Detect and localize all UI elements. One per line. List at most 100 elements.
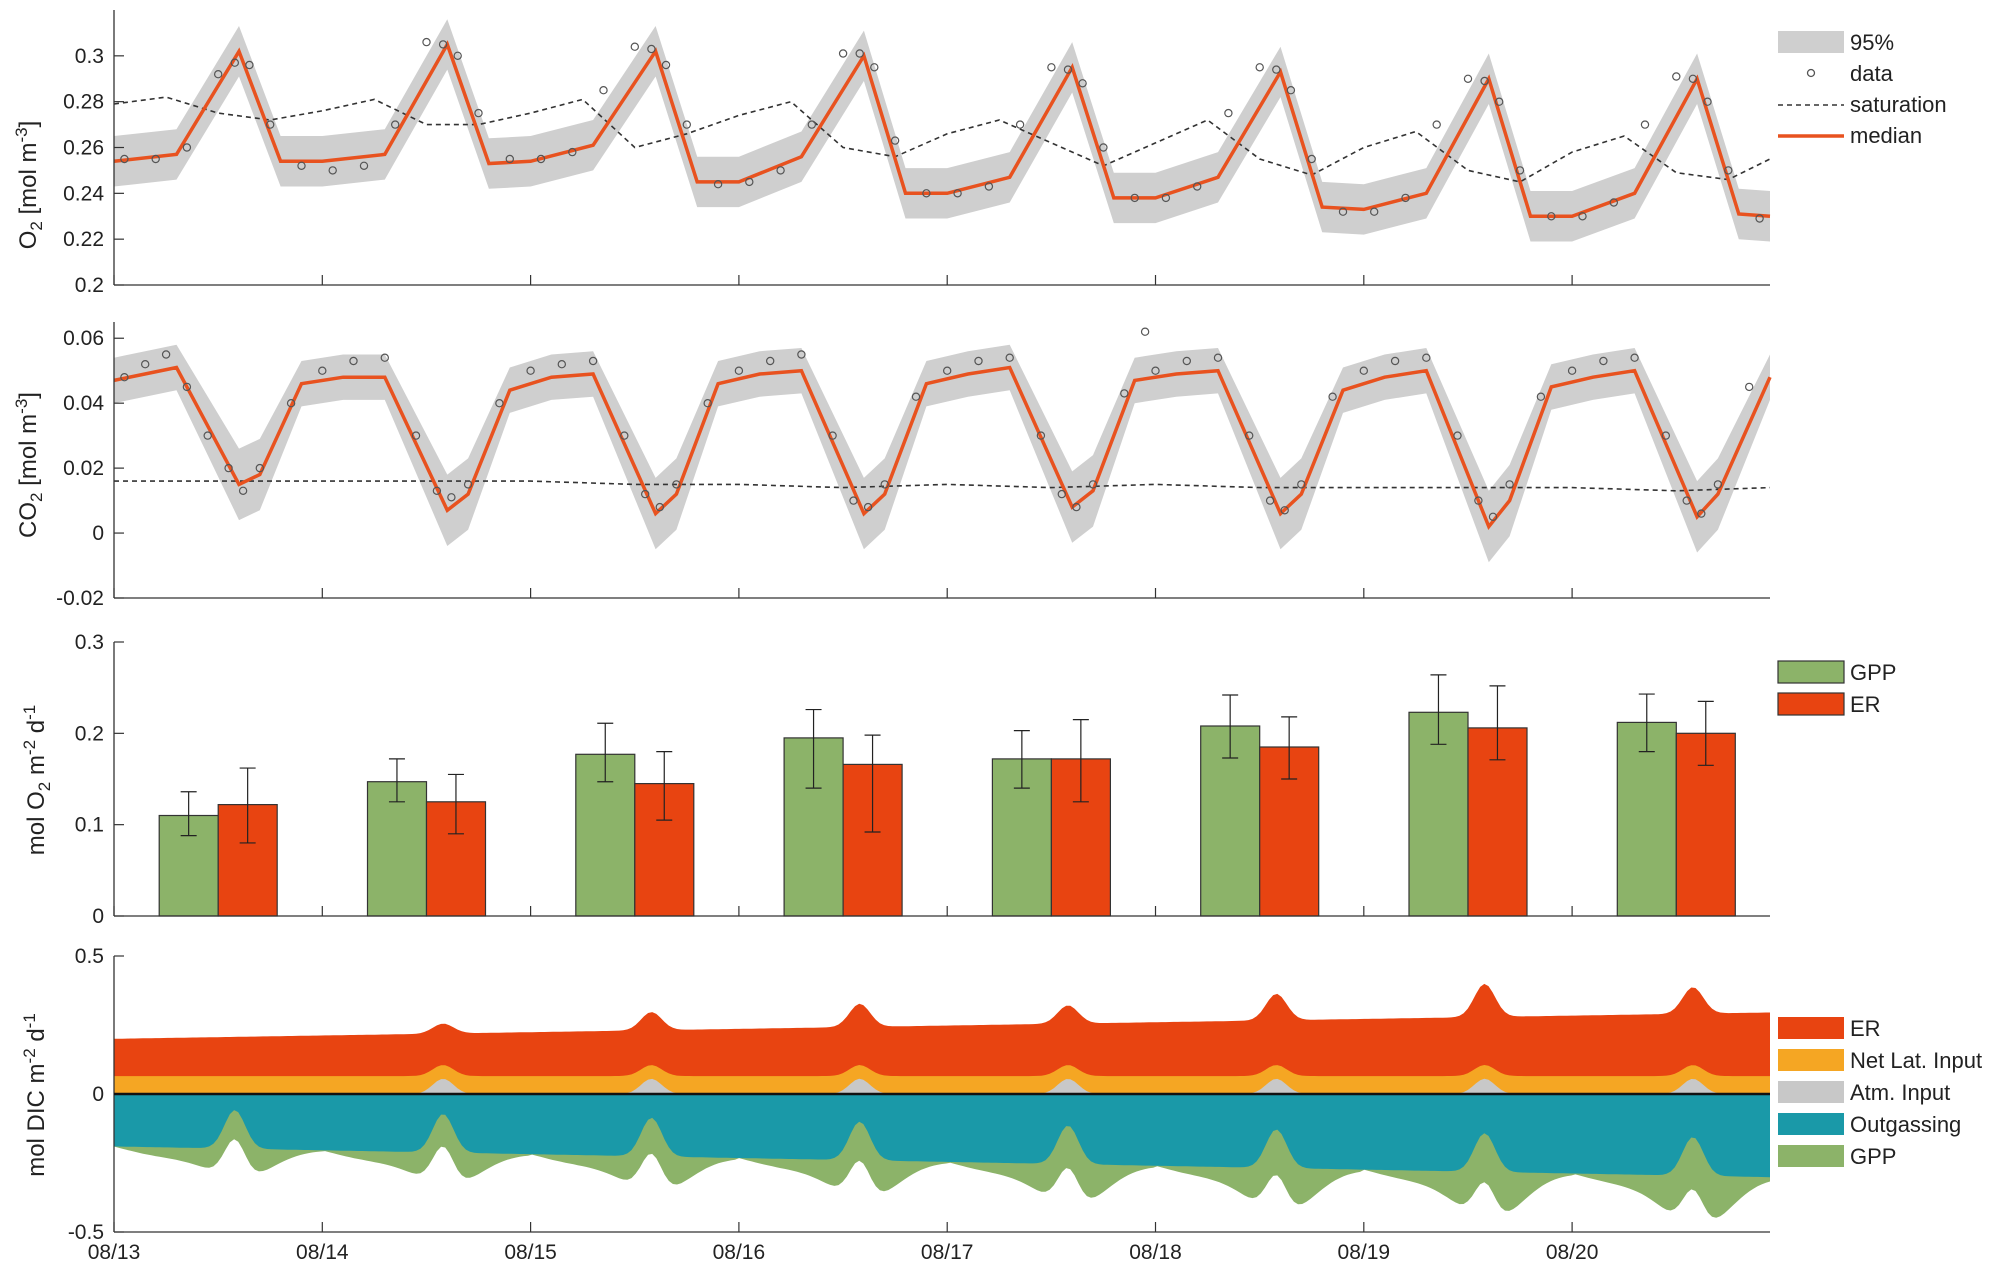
o2-data-point xyxy=(266,120,275,129)
metabolism-bars xyxy=(158,674,1736,917)
o2-data-point xyxy=(1640,120,1650,129)
co2-data-point xyxy=(1713,480,1723,489)
legend-er-label: ER xyxy=(1850,692,1881,717)
dic-er-area xyxy=(114,983,1770,1094)
co2-data-point xyxy=(588,356,598,366)
o2-data-point xyxy=(359,161,369,170)
co2-data-point xyxy=(734,366,744,375)
co2-data-point xyxy=(1359,366,1369,375)
o2-data-point xyxy=(922,189,931,198)
o2-data-point xyxy=(838,49,848,58)
o2-data-point xyxy=(745,177,754,187)
legend-dic-gpp-label: GPP xyxy=(1850,1144,1896,1169)
gpp-bar xyxy=(1616,721,1677,917)
o2-data-point xyxy=(536,154,546,164)
o2-data-point xyxy=(1463,74,1473,84)
dic-y-tick-label: 0 xyxy=(92,1083,104,1106)
co2-median-line xyxy=(113,365,1772,531)
co2-y-axis-label: CO2 [mol m-3] xyxy=(12,392,46,538)
co2-data-point xyxy=(1505,480,1514,489)
co2-data-point xyxy=(1682,496,1691,505)
o2-data-point xyxy=(1047,63,1056,72)
co2-y-tick-label: -0.02 xyxy=(56,587,104,610)
co2-data-point xyxy=(641,489,650,499)
co2-y-tick-label: 0 xyxy=(92,522,104,545)
gpp-bar xyxy=(366,781,428,917)
co2-data-point xyxy=(974,356,983,366)
co2-data-point xyxy=(182,382,192,392)
o2-95pct-band xyxy=(114,19,1770,242)
co2-data-point xyxy=(1213,353,1223,362)
o2-data-point xyxy=(855,49,864,58)
o2-axes: 0.2 0.22 0.24 0.26 0.28 0.3 xyxy=(63,10,1770,297)
o2-y-tick-label: 0.2 xyxy=(75,274,104,297)
dic-atm-input-area xyxy=(114,1078,1770,1094)
dic-x-tick-label: 08/14 xyxy=(296,1241,349,1264)
co2-y-tick-label: 0.06 xyxy=(63,327,104,350)
o2-data-point xyxy=(1192,182,1202,191)
legend-saturation-label: saturation xyxy=(1850,92,1947,117)
o2-data-point xyxy=(1286,85,1296,95)
co2-data-point xyxy=(620,431,629,440)
co2-y-tick-label: 0.04 xyxy=(63,392,104,415)
co2-data-point xyxy=(557,360,567,369)
dic-y-axis-label: mol DIC m-2 d-1 xyxy=(20,1013,50,1177)
o2-data-point xyxy=(1338,207,1348,216)
o2-data-point xyxy=(713,179,723,189)
co2-data-point xyxy=(1265,496,1275,505)
o2-data-point xyxy=(1224,108,1233,118)
metabolism-y-tick-label: 0.2 xyxy=(75,722,104,745)
legend-dic-gpp-swatch xyxy=(1778,1145,1844,1167)
co2-data-point xyxy=(161,350,171,359)
o2-data-point xyxy=(568,147,577,157)
co2-95pct-band xyxy=(114,344,1770,563)
co2-data-point xyxy=(1036,431,1046,440)
o2-data-point xyxy=(182,143,192,152)
co2-data-point xyxy=(526,366,535,375)
o2-saturation-line xyxy=(113,96,1771,183)
co2-data-point xyxy=(1297,480,1306,489)
o2-y-axis-label: O2 [mol m-3] xyxy=(12,121,46,250)
co2-data-point xyxy=(1474,496,1483,505)
o2-data-point xyxy=(1015,120,1025,129)
co2-axes: -0.02 0 0.02 0.04 0.06 xyxy=(56,322,1770,610)
legend-dic-atm-swatch xyxy=(1778,1081,1844,1103)
co2-data-point xyxy=(380,353,389,362)
co2-data-point xyxy=(1599,356,1608,366)
o2-data-point xyxy=(953,189,962,198)
o2-y-tick-label: 0.22 xyxy=(63,228,104,251)
legend-dic-er-swatch xyxy=(1778,1017,1844,1039)
o2-data-point xyxy=(120,154,129,164)
o2-data-point xyxy=(984,182,994,191)
co2-data-point xyxy=(1630,353,1639,362)
metabolism-y-tick-label: 0 xyxy=(92,905,104,928)
metabolism-bar-panel: 0 0.1 0.2 0.3 mol O2 m-2 d-1 GPP ER xyxy=(20,631,1896,928)
co2-data-point xyxy=(828,431,837,440)
o2-data-point xyxy=(890,136,900,145)
o2-data-point xyxy=(1755,214,1764,223)
co2-data-point xyxy=(1697,509,1706,518)
metabolism-axes: 0 0.1 0.2 0.3 xyxy=(75,631,1770,928)
o2-data-point xyxy=(474,108,483,118)
o2-data-point xyxy=(213,69,223,79)
o2-data-point xyxy=(1099,143,1108,152)
o2-data-point xyxy=(1130,193,1139,203)
co2-data-point xyxy=(911,392,921,401)
co2-data-point xyxy=(1567,366,1577,375)
o2-data-point xyxy=(328,166,337,175)
o2-data-point xyxy=(1272,65,1281,74)
co2-data-point xyxy=(880,480,889,489)
dic-net-lat-input-area xyxy=(114,1065,1770,1094)
dic-flux-panel: -0.5 0 0.5 08/13 08/14 08/15 08/16 08/17 08/18 08… xyxy=(20,945,1982,1264)
o2-data-point xyxy=(1578,212,1587,221)
legend-gpp-swatch xyxy=(1777,660,1845,684)
co2-data-point xyxy=(318,366,327,375)
o2-data-point xyxy=(870,63,879,72)
o2-data-point xyxy=(630,42,640,51)
co2-data-point xyxy=(1120,389,1129,398)
co2-saturation-line xyxy=(114,480,1771,492)
o2-data-point xyxy=(807,120,817,129)
o2-data-point xyxy=(438,40,448,49)
co2-data-point xyxy=(286,399,296,408)
o2-y-tick-label: 0.3 xyxy=(75,45,104,68)
